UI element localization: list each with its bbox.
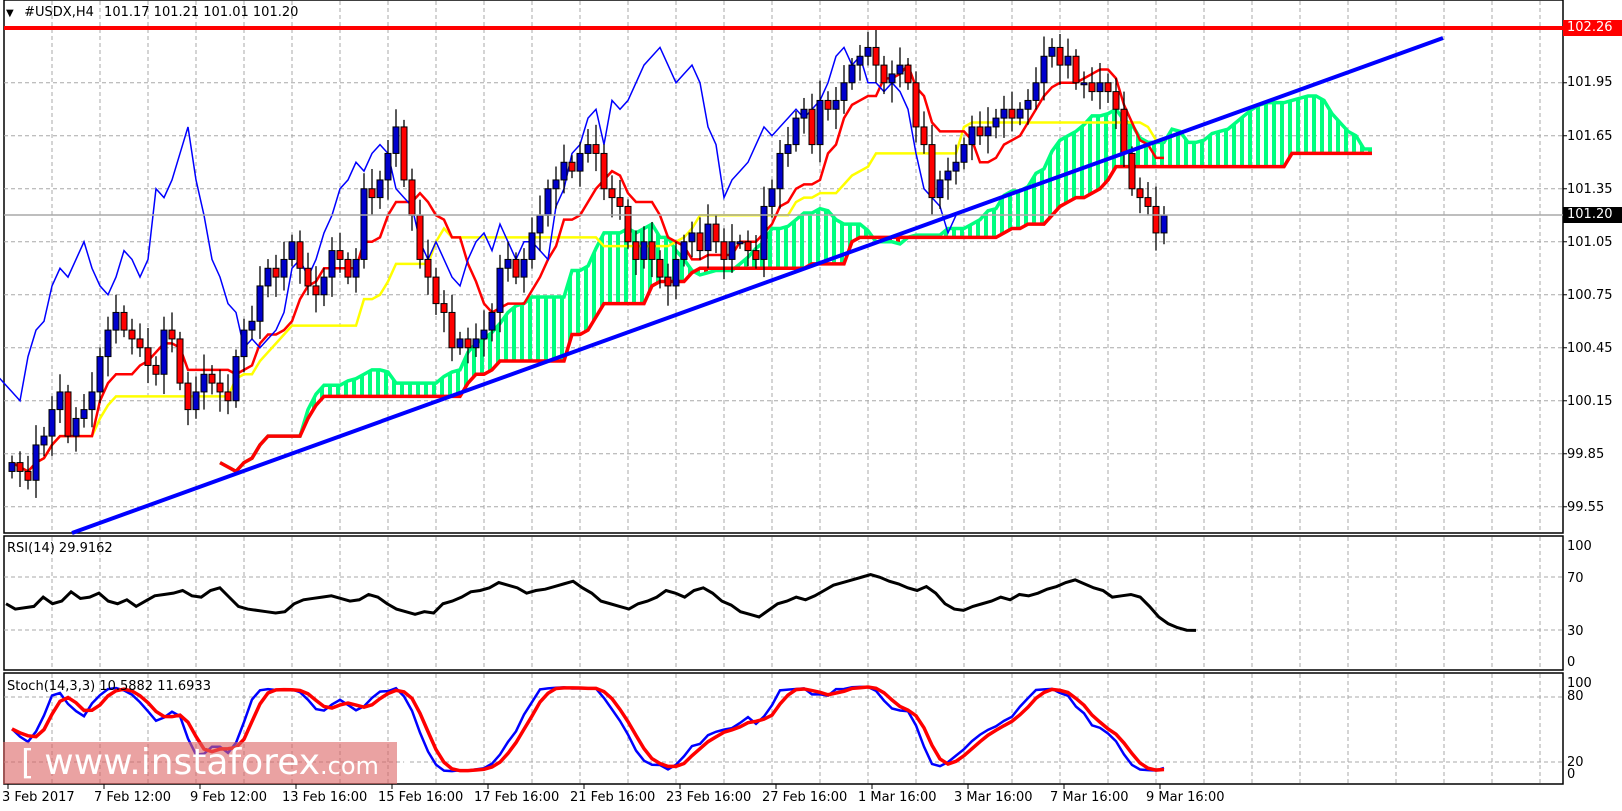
time-label: 9 Feb 12:00	[190, 790, 268, 805]
watermark-suffix: .com	[320, 752, 379, 780]
time-label: 27 Feb 16:00	[762, 790, 848, 805]
stoch-axis-label: 0	[1567, 767, 1576, 782]
triangle-down-icon[interactable]: ▼	[6, 8, 14, 19]
time-label: 7 Feb 12:00	[94, 790, 172, 805]
stoch-axis-label: 100	[1567, 676, 1592, 691]
rsi-axis-label: 30	[1567, 624, 1584, 639]
rsi-axis-label: 0	[1567, 655, 1576, 670]
price-label: 99.85	[1567, 447, 1605, 462]
price-label: 100.45	[1567, 341, 1613, 356]
rsi-label: RSI(14) 29.9162	[7, 541, 113, 556]
time-label: 23 Feb 16:00	[666, 790, 752, 805]
time-label: 1 Mar 16:00	[858, 790, 937, 805]
stoch-axis-label: 80	[1567, 689, 1584, 704]
time-label: 17 Feb 16:00	[474, 790, 560, 805]
price-label: 101.65	[1567, 129, 1613, 144]
price-label: 101.95	[1567, 75, 1613, 90]
watermark-bracket: [	[21, 743, 35, 783]
chart-header: ▼ #USDX,H4 101.17 101.21 101.01 101.20	[6, 5, 298, 21]
axis-ticks	[7, 82, 1567, 789]
watermark-text: www.instaforex	[44, 742, 321, 783]
price-label: 100.75	[1567, 288, 1613, 303]
watermark: [www.instaforex.com]	[3, 742, 410, 784]
resistance-price-tag: 102.26	[1563, 20, 1622, 36]
ohlc-values: 101.17 101.21 101.01 101.20	[104, 5, 299, 20]
rsi-axis-label: 100	[1567, 539, 1592, 554]
time-label: 21 Feb 16:00	[570, 790, 656, 805]
price-label: 101.05	[1567, 235, 1613, 250]
symbol-label: #USDX,H4	[24, 5, 94, 20]
stoch-axis-label: 20	[1567, 755, 1584, 770]
stoch-label: Stoch(14,3,3) 10.5882 11.6933	[7, 679, 211, 694]
rsi-axis-label: 70	[1567, 571, 1584, 586]
trendline[interactable]	[71, 36, 1444, 535]
time-label: 3 Mar 16:00	[954, 790, 1033, 805]
price-label: 101.35	[1567, 182, 1613, 197]
time-label: 9 Mar 16:00	[1146, 790, 1225, 805]
time-label: 3 Feb 2017	[2, 790, 75, 805]
time-label: 7 Mar 16:00	[1050, 790, 1129, 805]
current-price-tag: 101.20	[1563, 207, 1622, 223]
price-label: 99.55	[1567, 500, 1605, 515]
time-label: 13 Feb 16:00	[282, 790, 368, 805]
time-label: 15 Feb 16:00	[378, 790, 464, 805]
rsi-line	[5, 573, 1197, 632]
watermark-bracket: ]	[396, 743, 411, 783]
price-label: 100.15	[1567, 394, 1613, 409]
candlesticks	[8, 27, 1168, 498]
